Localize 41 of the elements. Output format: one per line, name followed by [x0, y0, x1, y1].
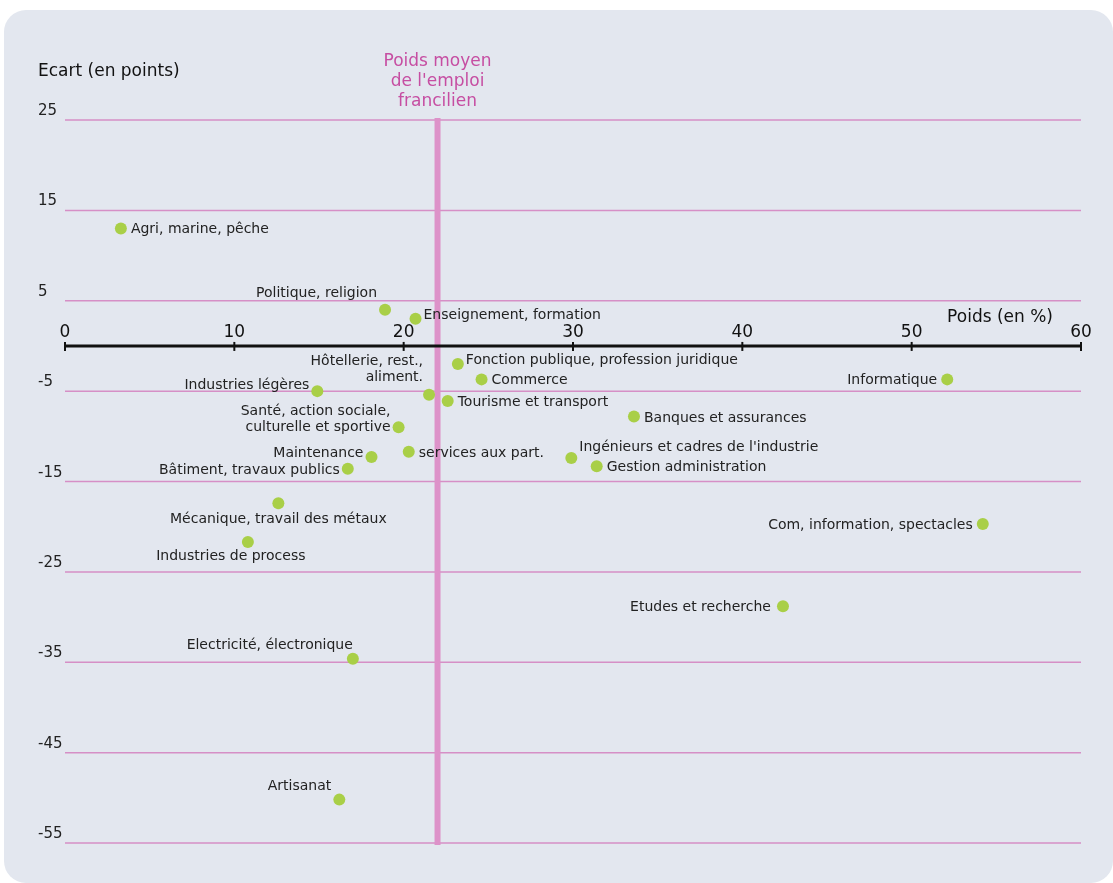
- annotation: Gestion administration: [606, 458, 767, 475]
- annotation: Politique, religion: [256, 283, 378, 300]
- y-tick-label: -25: [38, 552, 63, 571]
- annotation: Etudes et recherche: [630, 598, 771, 615]
- x-tick-label: 20: [392, 320, 415, 341]
- annotation: Mécanique, travail des métaux: [170, 510, 387, 527]
- x-tick-label: 40: [731, 320, 754, 341]
- annotation: Banques et assurances: [643, 409, 807, 426]
- annotation: Informatique: [847, 371, 938, 388]
- ref-line-label: Poids moyen de l'emploi francilien: [383, 50, 492, 110]
- annotation: Hôtellerie, rest., aliment.: [310, 351, 424, 384]
- x-tick-label: 30: [562, 320, 584, 341]
- y-tick-label: -45: [38, 733, 63, 752]
- y-axis-title: Ecart (en points): [38, 60, 180, 80]
- annotation: Electricité, électronique: [186, 635, 353, 652]
- annotation: Enseignement, formation: [423, 305, 601, 322]
- x-axis-title: Poids (en %): [947, 305, 1053, 326]
- x-tick-label: 60: [1070, 320, 1092, 341]
- y-tick-label: -35: [38, 643, 63, 662]
- annotation: Santé, action sociale, culturelle et sportive: [240, 402, 391, 435]
- annotation: services aux part.: [418, 443, 544, 460]
- y-tick-label: 5: [38, 281, 48, 300]
- y-tick-label: 25: [38, 101, 58, 119]
- annotation: Artisanat: [267, 776, 332, 793]
- annotation: Industries légères: [184, 376, 310, 393]
- annotation: Maintenance: [273, 444, 364, 461]
- annotation: Industries de process: [156, 547, 306, 564]
- annotation: Agri, marine, pêche: [130, 220, 269, 237]
- y-tick-label: 15: [38, 191, 58, 210]
- annotation: Bâtiment, travaux publics: [158, 460, 340, 477]
- y-tick-label: -55: [38, 824, 63, 842]
- x-tick-label: 50: [900, 320, 923, 341]
- annotation: Fonction publique, profession juridique: [465, 351, 738, 368]
- x-tick-label: 0: [59, 320, 71, 341]
- annotation: Com, information, spectacles: [768, 515, 973, 532]
- x-tick-label: 10: [223, 320, 246, 341]
- y-tick-label: -15: [38, 462, 63, 481]
- y-tick-label: -5: [38, 372, 53, 391]
- annotation: Ingénieurs et cadres de l'industrie: [579, 438, 819, 454]
- annotation: Commerce: [491, 371, 568, 388]
- annotation: Tourisme et transport: [456, 393, 609, 410]
